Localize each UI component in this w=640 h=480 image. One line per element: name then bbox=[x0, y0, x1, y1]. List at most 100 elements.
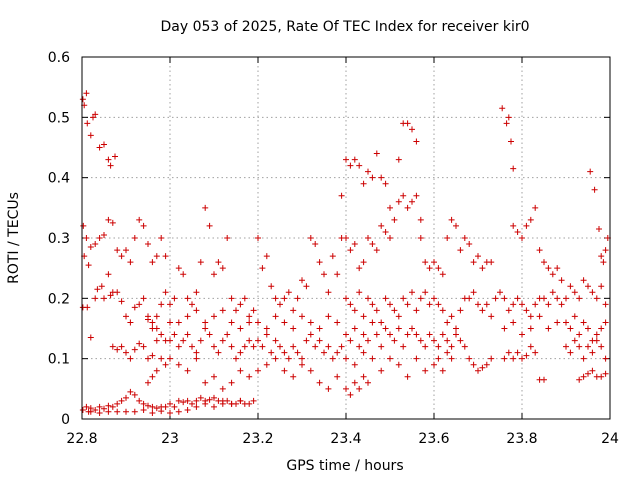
data-point bbox=[343, 385, 349, 392]
data-point bbox=[391, 307, 398, 314]
data-point bbox=[426, 301, 433, 308]
data-point bbox=[285, 355, 292, 362]
data-point bbox=[373, 150, 380, 157]
data-point bbox=[180, 399, 187, 406]
data-point bbox=[576, 331, 583, 338]
data-point bbox=[105, 271, 112, 278]
data-point bbox=[272, 337, 279, 344]
data-point bbox=[580, 373, 587, 380]
data-point bbox=[501, 295, 508, 302]
data-point bbox=[567, 283, 574, 290]
data-point bbox=[466, 355, 473, 362]
data-point bbox=[356, 289, 363, 296]
data-point bbox=[92, 111, 99, 118]
data-point bbox=[140, 400, 147, 407]
data-point bbox=[444, 319, 451, 326]
data-point bbox=[417, 337, 424, 344]
data-point bbox=[123, 408, 129, 415]
data-point bbox=[409, 289, 415, 296]
data-point bbox=[131, 346, 138, 353]
data-point bbox=[107, 292, 114, 299]
data-point bbox=[299, 277, 305, 284]
data-point bbox=[580, 355, 587, 362]
data-point bbox=[299, 355, 305, 362]
data-point bbox=[492, 295, 499, 302]
data-point bbox=[94, 286, 101, 293]
data-point bbox=[400, 343, 407, 350]
data-point bbox=[237, 325, 244, 332]
data-point bbox=[131, 408, 138, 415]
data-point bbox=[87, 334, 94, 341]
data-point bbox=[365, 337, 371, 344]
data-point bbox=[114, 289, 121, 296]
data-point bbox=[197, 259, 204, 266]
data-point bbox=[413, 307, 420, 314]
data-point bbox=[369, 355, 376, 362]
y-tick-label: 0.4 bbox=[48, 171, 70, 187]
data-point bbox=[571, 313, 578, 320]
data-point bbox=[382, 295, 389, 302]
data-point bbox=[351, 379, 358, 386]
data-point bbox=[360, 313, 367, 320]
data-point bbox=[439, 271, 446, 278]
data-point bbox=[272, 355, 279, 362]
data-point bbox=[351, 241, 358, 248]
data-point bbox=[378, 343, 385, 350]
data-point bbox=[431, 361, 437, 368]
data-point bbox=[554, 265, 561, 272]
data-point bbox=[488, 313, 495, 320]
data-point bbox=[409, 198, 415, 205]
data-point bbox=[206, 331, 213, 338]
data-point bbox=[347, 247, 354, 254]
data-point bbox=[109, 403, 116, 410]
data-point bbox=[140, 406, 147, 413]
data-point bbox=[527, 343, 534, 350]
data-point bbox=[585, 283, 591, 290]
data-point bbox=[444, 235, 451, 241]
data-point bbox=[387, 235, 393, 241]
data-point bbox=[470, 289, 477, 296]
data-point bbox=[211, 313, 217, 320]
data-point bbox=[426, 265, 433, 272]
data-point bbox=[233, 355, 239, 362]
data-point bbox=[228, 343, 235, 350]
data-point bbox=[567, 325, 574, 332]
data-point bbox=[369, 301, 376, 308]
data-point bbox=[118, 253, 125, 260]
data-point bbox=[263, 331, 270, 338]
data-point bbox=[325, 289, 332, 296]
data-point bbox=[369, 174, 376, 181]
data-point bbox=[356, 385, 363, 392]
data-point bbox=[435, 265, 442, 272]
data-point bbox=[114, 247, 121, 254]
data-point bbox=[131, 304, 138, 311]
data-point bbox=[589, 367, 596, 374]
data-point bbox=[127, 319, 134, 326]
data-point bbox=[378, 222, 385, 229]
data-point bbox=[171, 295, 178, 302]
data-point bbox=[105, 402, 112, 409]
data-point bbox=[395, 313, 402, 320]
data-point bbox=[281, 367, 288, 374]
data-point bbox=[107, 162, 114, 169]
data-point bbox=[184, 367, 191, 374]
data-point bbox=[466, 241, 473, 248]
data-point bbox=[334, 319, 341, 326]
data-point bbox=[404, 204, 411, 211]
data-point bbox=[307, 367, 314, 374]
data-point bbox=[404, 120, 411, 127]
data-point bbox=[303, 283, 310, 290]
data-point bbox=[281, 295, 288, 302]
data-point bbox=[475, 301, 481, 308]
data-point bbox=[127, 259, 134, 266]
data-point bbox=[153, 367, 160, 374]
data-point bbox=[527, 325, 534, 332]
data-point bbox=[351, 325, 358, 332]
data-point bbox=[395, 361, 402, 368]
data-point bbox=[228, 379, 235, 386]
data-point bbox=[153, 337, 160, 344]
data-point bbox=[162, 289, 169, 296]
data-point bbox=[307, 235, 314, 241]
data-point bbox=[87, 408, 94, 415]
data-point bbox=[587, 168, 594, 175]
